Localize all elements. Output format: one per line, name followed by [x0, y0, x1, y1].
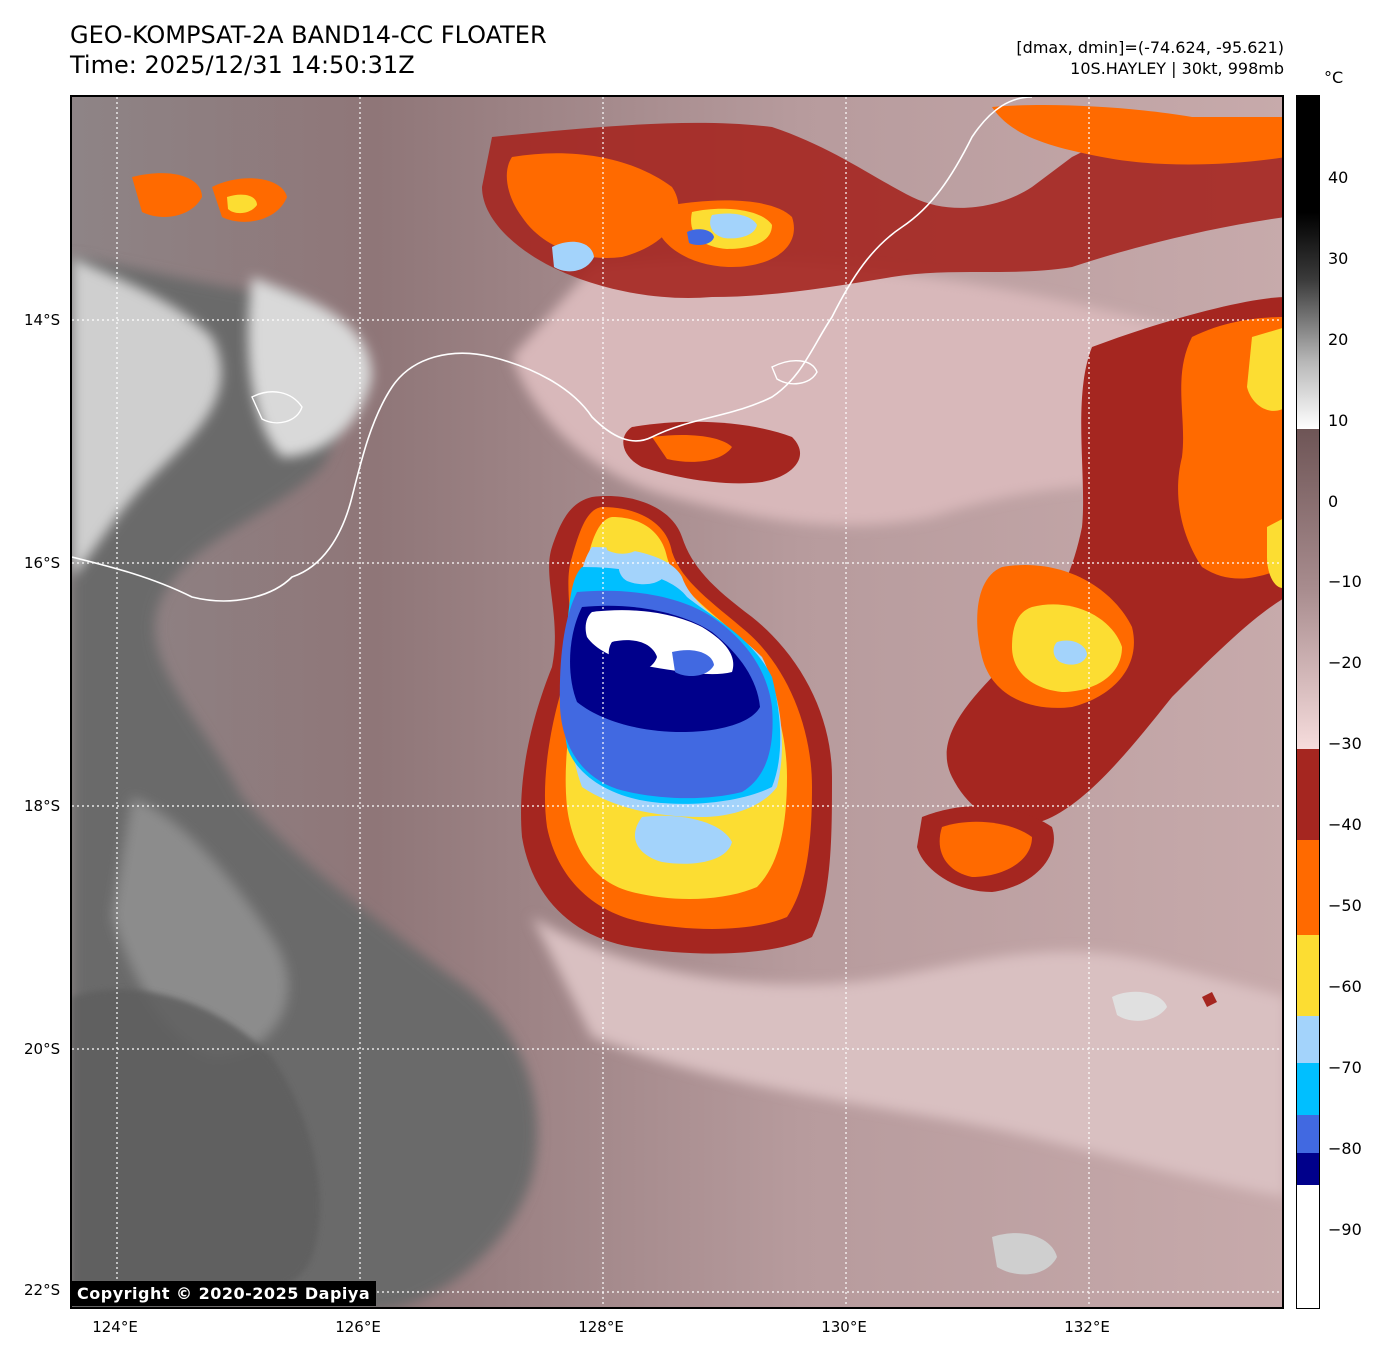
colorbar-tick: 10 — [1328, 411, 1349, 430]
time-line: Time: 2025/12/31 14:50:31Z — [70, 51, 415, 79]
colorbar-tick: −60 — [1328, 977, 1362, 996]
colorbar — [1296, 95, 1320, 1309]
lat-tick-18s: 18°S — [24, 797, 61, 815]
chart-title: GEO-KOMPSAT-2A BAND14-CC FLOATER Time: 2… — [70, 20, 547, 80]
lon-tick-128e: 128°E — [578, 1318, 624, 1336]
colorbar-tick: −10 — [1328, 572, 1362, 591]
lat-tick-20s: 20°S — [24, 1040, 61, 1058]
colorbar-tick: −30 — [1328, 734, 1362, 753]
colorbar-scale — [1297, 96, 1319, 1308]
lon-tick-126e: 126°E — [335, 1318, 381, 1336]
colorbar-tick: −40 — [1328, 815, 1362, 834]
colorbar-tick: −50 — [1328, 896, 1362, 915]
colorbar-tick: 0 — [1328, 492, 1339, 511]
colorbar-tick: 20 — [1328, 330, 1349, 349]
colorbar-unit: °C — [1324, 68, 1344, 87]
lon-tick-130e: 130°E — [821, 1318, 867, 1336]
colorbar-tick: −80 — [1328, 1139, 1362, 1158]
colorbar-tick: −90 — [1328, 1220, 1362, 1239]
storm-info: [dmax, dmin]=(-74.624, -95.621) 10S.HAYL… — [1016, 37, 1284, 79]
copyright-label: Copyright © 2020-2025 Dapiya — [71, 1281, 377, 1306]
title-line: GEO-KOMPSAT-2A BAND14-CC FLOATER — [70, 21, 547, 49]
range-line: [dmax, dmin]=(-74.624, -95.621) — [1016, 38, 1284, 57]
lon-tick-124e: 124°E — [92, 1318, 138, 1336]
colorbar-tick: 40 — [1328, 168, 1349, 187]
satellite-imagery — [72, 97, 1282, 1307]
colorbar-tick: 30 — [1328, 249, 1349, 268]
lat-tick-14s: 14°S — [24, 311, 61, 329]
lon-tick-132e: 132°E — [1064, 1318, 1110, 1336]
colorbar-tick: −70 — [1328, 1058, 1362, 1077]
colorbar-tick: −20 — [1328, 653, 1362, 672]
satellite-map — [70, 95, 1284, 1309]
storm-line: 10S.HAYLEY | 30kt, 998mb — [1070, 59, 1284, 78]
lat-tick-22s: 22°S — [24, 1281, 61, 1299]
lat-tick-16s: 16°S — [24, 554, 61, 572]
